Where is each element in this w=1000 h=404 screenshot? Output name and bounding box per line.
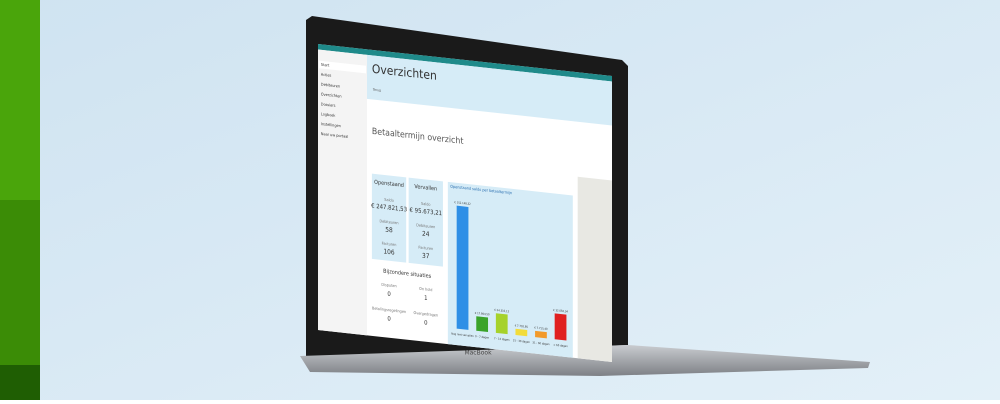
bar-label: € 32.050,34 <box>553 308 568 314</box>
situation-value: 0 <box>424 320 428 327</box>
situation-label: On hold <box>419 287 432 293</box>
nav-item[interactable]: Dossiers <box>321 102 336 108</box>
situation-label: Betalingsregelingen <box>372 306 406 314</box>
nav-item[interactable]: Instellingen <box>321 122 341 128</box>
x-tick-label: 7 - 14 dagen <box>494 336 510 342</box>
card-label: Saldo <box>384 198 394 203</box>
nav-item[interactable]: Logboek <box>321 112 336 118</box>
x-tick-label: Nog niet vervallen <box>451 331 474 338</box>
bar <box>535 330 547 339</box>
nav-item[interactable]: Overzichten <box>321 92 342 98</box>
card-value: 106 <box>383 248 394 257</box>
card <box>371 173 407 263</box>
bar-label: € 17.894,50 <box>475 311 490 317</box>
nav-item[interactable]: Acties <box>321 72 331 77</box>
bar-label: € 152.148,32 <box>454 200 471 206</box>
situation-value: 0 <box>387 291 391 298</box>
bar <box>456 205 469 330</box>
nav-item[interactable]: Naar uw portaal <box>321 132 348 139</box>
nav-item[interactable]: Start <box>321 63 330 68</box>
card-label: Facturen <box>418 245 433 251</box>
situation-value: 1 <box>424 295 428 302</box>
bar-label: € 7.702,85 <box>515 323 529 329</box>
bar <box>495 313 508 335</box>
device-label: MacBook <box>464 350 492 357</box>
chart-title: Openstaand saldo per betaaltermijn <box>450 184 512 195</box>
topbar <box>318 44 613 82</box>
header-title: Overzichten <box>372 61 437 83</box>
x-tick-label: > 60 dagen <box>553 342 568 348</box>
card-label: Facturen <box>382 241 397 247</box>
strip <box>0 0 40 200</box>
bar <box>476 316 489 332</box>
card-value: 24 <box>422 230 429 238</box>
card-title: Vervallen <box>414 184 437 193</box>
card-label: Saldo <box>421 202 431 207</box>
card <box>408 177 443 267</box>
sidebar <box>318 49 368 336</box>
bar <box>554 313 567 341</box>
situation-label: Disputen <box>381 283 396 289</box>
chart-panel <box>447 181 573 358</box>
situation-label: Overgedragen <box>414 311 439 318</box>
page-header <box>367 54 613 126</box>
bar-label: € 7.715,40 <box>534 325 548 331</box>
x-tick-label: 15 - 30 dagen <box>513 338 530 344</box>
card-value: € 247.821,53 <box>371 203 407 213</box>
card-label: Debiteuren <box>380 219 399 225</box>
nav-item[interactable] <box>318 60 367 74</box>
situation-value: 0 <box>387 316 391 323</box>
laptop-base <box>300 345 870 376</box>
strip <box>0 200 40 365</box>
x-tick-label: 0 - 7 dagen <box>475 334 489 340</box>
card-title: Openstaand <box>374 179 404 189</box>
bar-label: € 24.310,12 <box>494 308 509 314</box>
bar <box>515 328 528 337</box>
breadcrumb: Terug <box>372 87 381 92</box>
x-tick-label: 31 - 60 dagen <box>532 340 549 346</box>
nav-item[interactable]: Debiteuren <box>321 82 340 88</box>
card-value: 58 <box>385 226 392 234</box>
strip <box>0 365 40 400</box>
screen: Overzichten Terug Start Acties Debiteuren Ove… <box>318 44 613 362</box>
card-value: € 95.673,21 <box>410 208 443 218</box>
card-label: Debiteuren <box>416 223 435 229</box>
side-panel <box>577 176 613 362</box>
section-title: Bijzondere situaties <box>383 268 431 280</box>
card-value: 37 <box>422 252 429 260</box>
